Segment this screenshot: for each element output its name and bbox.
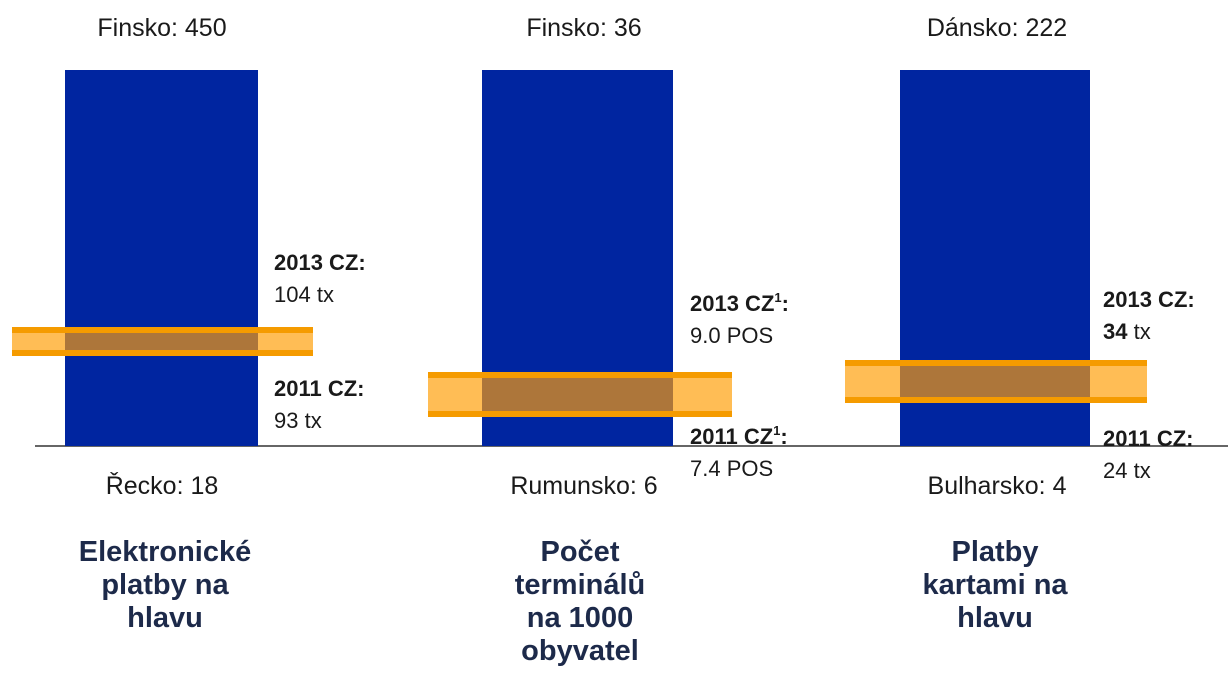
cz-heading: 2013 CZ1: [690,291,789,316]
min-label: Řecko: 18 [106,472,219,501]
cz-unit: tx [1133,458,1151,483]
title-line: hlavu [957,602,1033,634]
band-edge [428,411,732,417]
cz-annotation: 2011 CZ: 24 tx [1103,423,1194,487]
cz-value: 93 [274,408,299,433]
title-line: na 1000 [526,602,634,634]
heading-text: 2013 CZ [1103,287,1188,312]
min-label: Rumunsko: 6 [510,472,657,501]
cz-annotation: 2011 CZ1: 7.4 POS [690,421,788,485]
colon: : [1187,287,1195,312]
band-edge [12,327,313,333]
cz-heading: 2013 CZ: [274,250,366,275]
title-line: Počet [540,536,620,568]
cz-heading: 2011 CZ: [274,376,365,401]
footnote-mark: 1 [773,423,781,438]
cz-value: 104 [274,282,311,307]
band-overlap [482,372,673,417]
title-line: hlavu [127,602,203,634]
heading-text: 2011 CZ [690,424,774,449]
band-edge [428,372,732,378]
title-line: Elektronické [78,536,252,568]
band-edge [845,397,1147,403]
cz-heading: 2013 CZ: [1103,287,1195,312]
min-label: Bulharsko: 4 [928,472,1067,501]
heading-text: 2013 CZ [690,291,775,316]
band-edge [12,350,313,356]
cz-unit: tx [304,408,322,433]
min-text: Rumunsko: 6 [510,472,658,500]
cz-unit: POS [726,323,774,348]
panel-title: Elektronické platby na hlavu [79,536,251,635]
max-text: Finsko: 36 [526,14,642,42]
cz-heading: 2011 CZ: [1103,426,1194,451]
cz-value: 24 [1103,458,1128,483]
panel-title: Počet terminálů na 1000 obyvatel [515,536,646,668]
cz-value: 9.0 [690,323,721,348]
max-text: Dánsko: 222 [926,14,1068,42]
footnote-mark: 1 [774,290,782,305]
title-line: terminálů [514,569,646,601]
band-overlap [900,360,1090,403]
colon: : [781,291,789,316]
title-line: Platby [951,536,1039,568]
cz-unit: tx [1133,319,1151,344]
min-text: Bulharsko: 4 [927,472,1067,500]
cz-value: 34 [1103,319,1128,344]
title-line: kartami na [922,569,1068,601]
heading-text: 2011 CZ [274,376,358,401]
max-label: Finsko: 450 [97,14,226,43]
cz-heading: 2011 CZ1: [690,424,788,449]
panel-title: Platby kartami na hlavu [922,536,1067,635]
max-label: Finsko: 36 [526,14,641,43]
cz-value: 7.4 [690,456,721,481]
cz-unit: POS [726,456,774,481]
min-text: Řecko: 18 [105,472,219,500]
cz-annotation: 2013 CZ: 104 tx [274,247,366,311]
colon: : [780,424,788,449]
title-line: obyvatel [521,635,639,667]
bar [65,70,258,446]
cz-unit: tx [316,282,334,307]
max-text: Finsko: 450 [97,14,227,42]
cz-annotation: 2011 CZ: 93 tx [274,373,365,437]
max-label: Dánsko: 222 [927,14,1067,43]
cz-annotation: 2013 CZ: 34 tx [1103,284,1195,348]
title-line: platby na [101,569,229,601]
colon: : [1186,426,1194,451]
cz-annotation: 2013 CZ1: 9.0 POS [690,288,789,352]
colon: : [358,250,366,275]
colon: : [357,376,365,401]
band-edge [845,360,1147,366]
heading-text: 2011 CZ [1103,426,1187,451]
heading-text: 2013 CZ [274,250,359,275]
